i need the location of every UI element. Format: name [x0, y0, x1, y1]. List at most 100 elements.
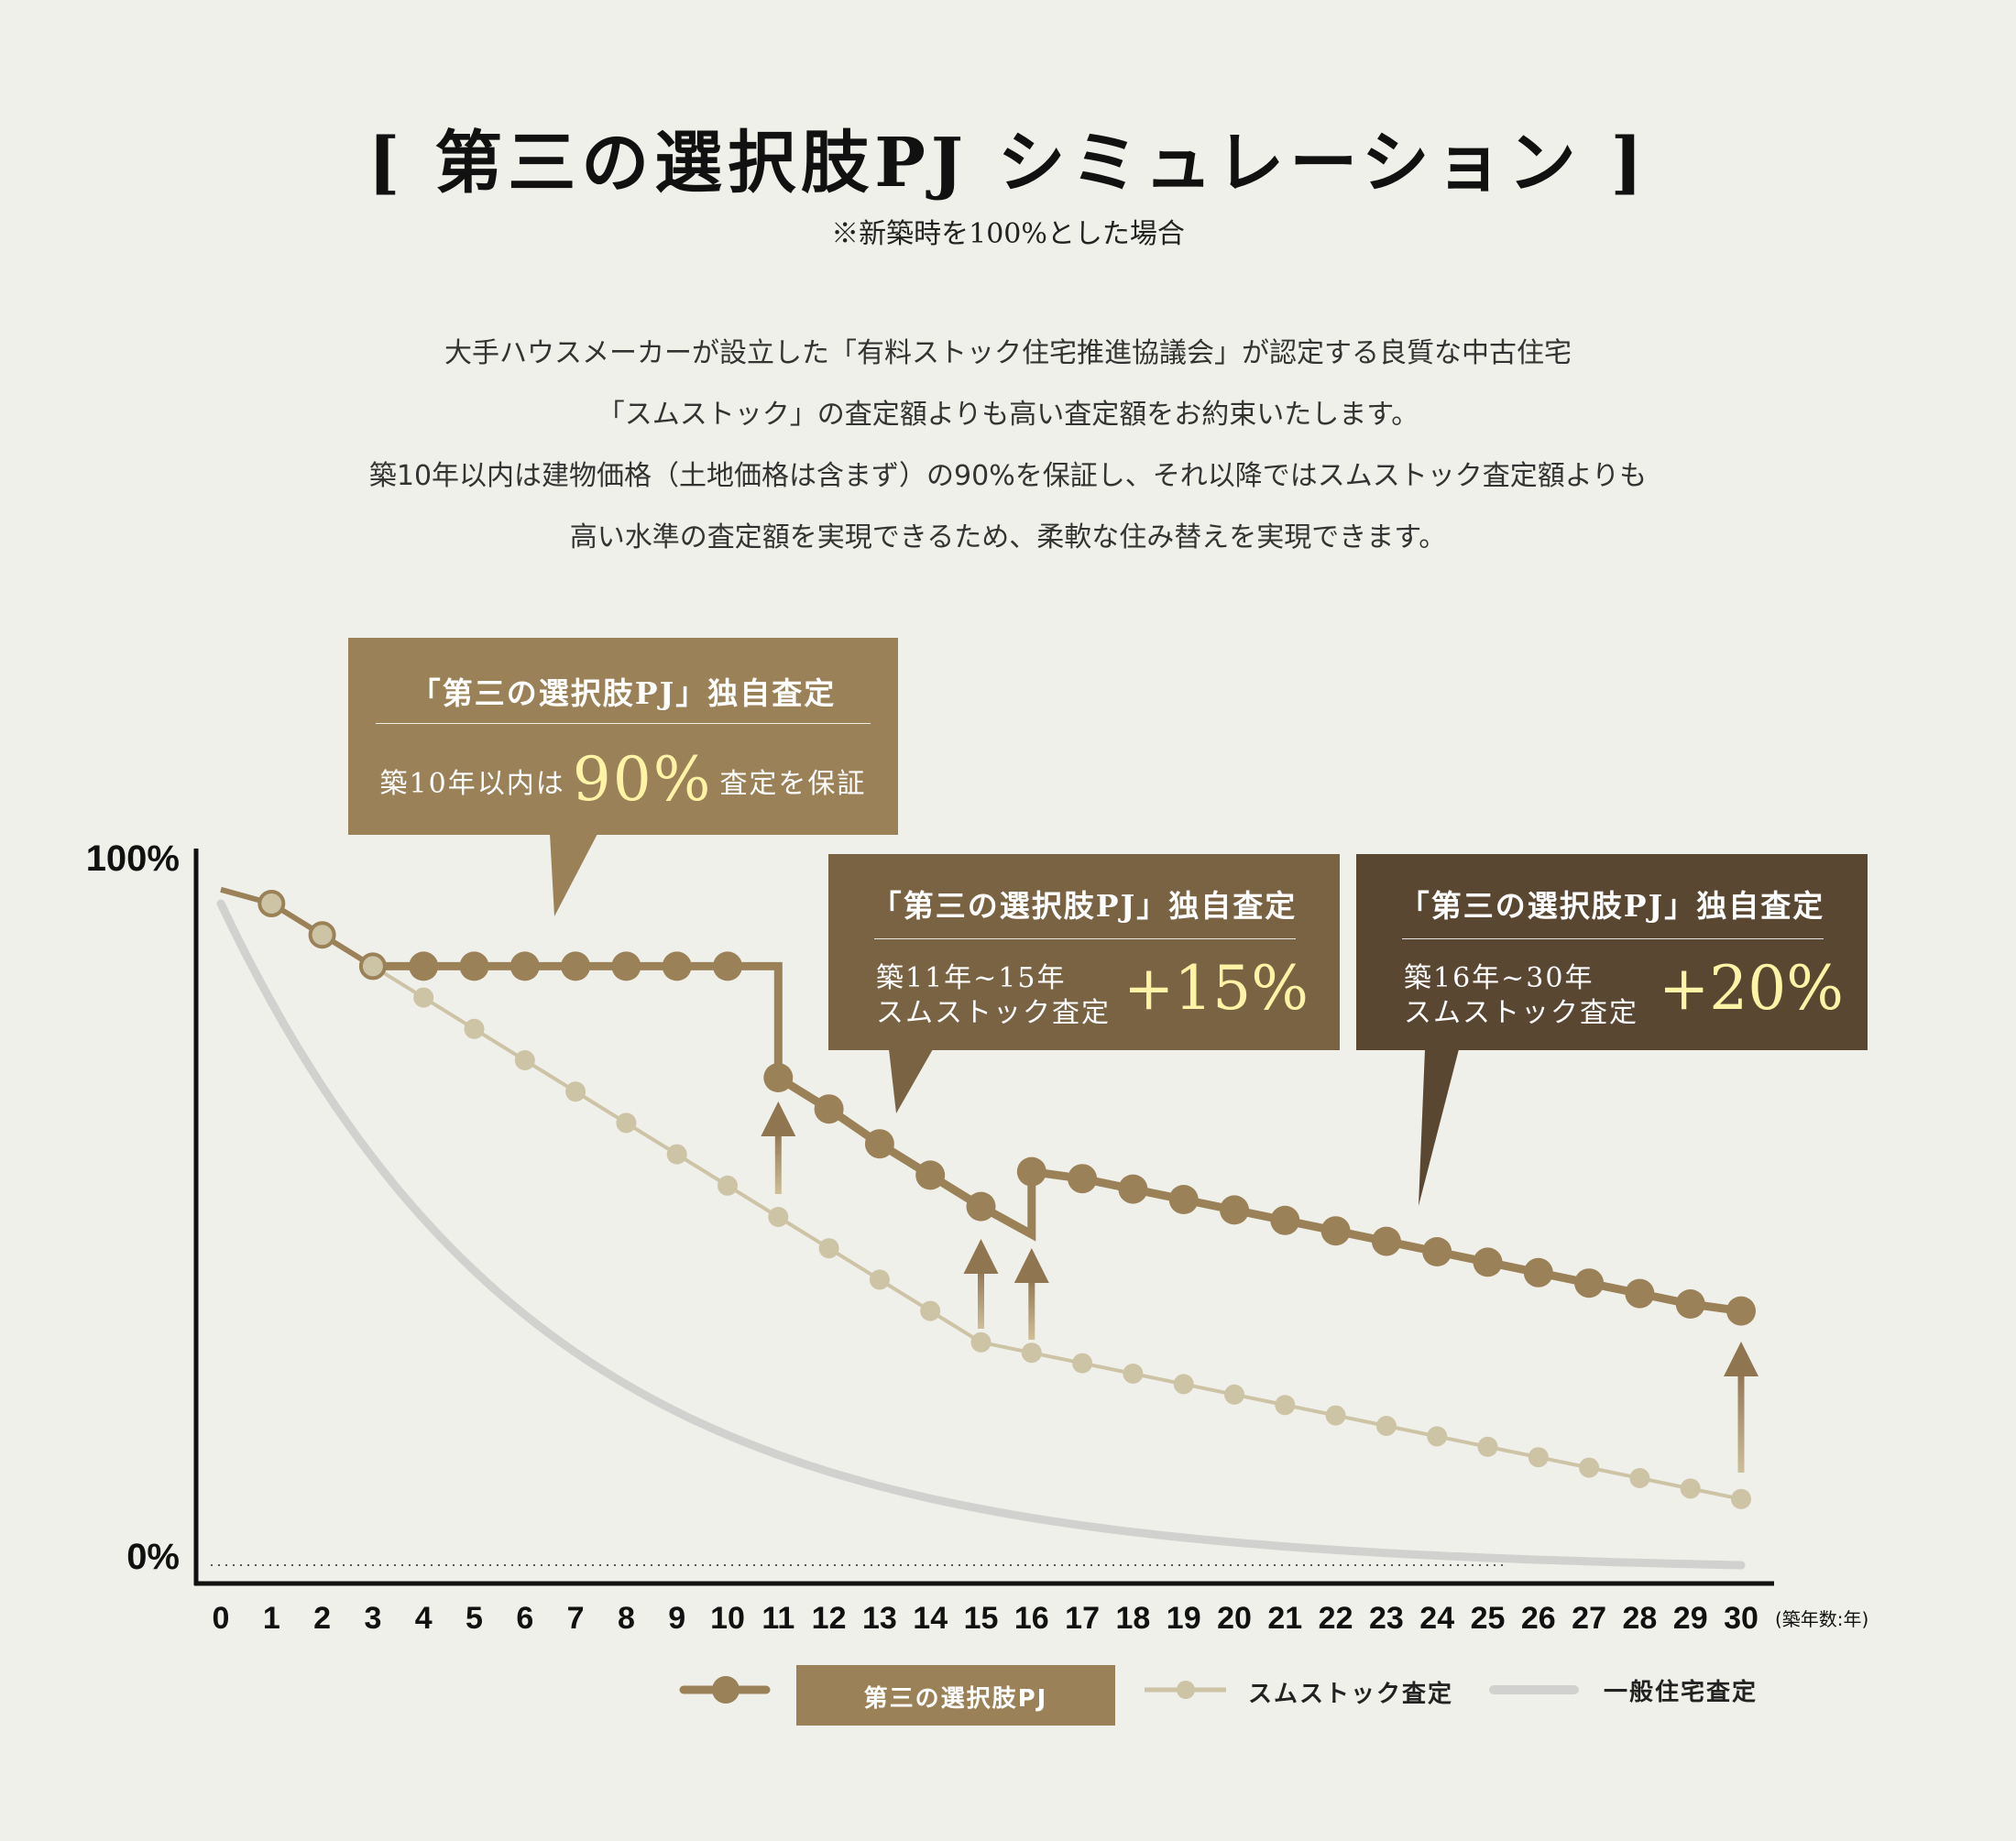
callout-title: 「第三の選択肢PJ」独自査定 — [410, 675, 837, 711]
x-tick-label: 29 — [1673, 1601, 1708, 1636]
series-smstock-point — [1629, 1468, 1650, 1488]
callout-3-tail — [1419, 1049, 1459, 1206]
series-smstock-point — [413, 987, 434, 1008]
arrow-year-15-head — [963, 1239, 999, 1274]
arrow-year-11-head — [761, 1101, 796, 1136]
legend: 第三の選択肢PJ スムストック査定 一般住宅査定 — [679, 1665, 1758, 1726]
callout-line1: 築11年~15年 — [876, 962, 1067, 994]
arrow-year-30-head — [1724, 1342, 1759, 1376]
series-pj-point — [1625, 1278, 1655, 1309]
callout-highlight: 90% — [572, 744, 713, 815]
series-pj-point — [713, 951, 742, 981]
page-title: [ 第三の選択肢PJ シミュレーション ] — [367, 124, 1649, 203]
series-pj-point — [864, 1129, 894, 1159]
series-pj-point — [763, 1063, 794, 1092]
arrow-year-11-shaft — [774, 1131, 782, 1194]
x-tick-label: 12 — [812, 1601, 847, 1636]
series-smstock-point — [818, 1238, 839, 1259]
x-tick-label: 19 — [1167, 1601, 1201, 1636]
x-tick-label: 15 — [964, 1601, 999, 1636]
x-tick-label: 5 — [466, 1601, 483, 1636]
x-tick-label: 0 — [213, 1601, 230, 1636]
series-pj-point — [1016, 1156, 1046, 1187]
series-pj-point — [1270, 1205, 1300, 1235]
series-smstock-point — [869, 1269, 890, 1290]
series-smstock-point — [718, 1175, 738, 1196]
series-smstock-point — [1477, 1436, 1498, 1457]
series-pj-point — [1118, 1174, 1148, 1204]
x-tick-label: 7 — [567, 1601, 585, 1636]
x-tick-label: 6 — [516, 1601, 533, 1636]
series-smstock-point — [1680, 1478, 1701, 1499]
callout-highlight: +15% — [1123, 953, 1309, 1024]
legend-smstock-label: スムストック査定 — [1248, 1680, 1453, 1708]
series-pj-point — [814, 1094, 844, 1124]
series-pj-point — [966, 1191, 996, 1222]
series-smstock-point — [666, 1144, 687, 1165]
series-smstock-point — [1325, 1405, 1346, 1426]
arrow-year-16-head — [1013, 1248, 1049, 1283]
callout-1-tail — [550, 834, 597, 916]
x-tick-label: 28 — [1622, 1601, 1657, 1636]
x-tick-label: 22 — [1319, 1601, 1353, 1636]
series-smstock-point — [1275, 1395, 1296, 1416]
series-pj-point — [308, 921, 336, 949]
callout-line2: スムストック査定 — [876, 997, 1111, 1029]
callout-divider — [376, 723, 871, 724]
series-pj-point — [611, 951, 641, 981]
series-smstock-point — [970, 1331, 992, 1353]
y-tick-100: 100% — [86, 838, 180, 879]
series-pj-point — [358, 952, 387, 981]
series-smstock-point — [1173, 1374, 1194, 1395]
series-pj-point — [257, 890, 286, 917]
series-pj-point — [915, 1160, 946, 1190]
series-pj-point — [1168, 1185, 1199, 1214]
description-line: 「スムストック」の査定額よりも高い査定額をお約束いたします。 — [597, 399, 1419, 431]
series-pj-point — [1371, 1226, 1401, 1256]
legend-smstock-marker — [1177, 1681, 1195, 1699]
legend-pj-label: 第三の選択肢PJ — [864, 1684, 1048, 1713]
series-pj-point — [1422, 1237, 1452, 1266]
series-pj-point — [409, 951, 439, 981]
series-smstock-point — [1224, 1384, 1244, 1405]
series-pj-line-early — [220, 886, 375, 969]
callout-suffix: 査定を保証 — [719, 768, 867, 800]
callout-2-tail — [889, 1049, 933, 1113]
series-smstock-point — [1123, 1364, 1144, 1384]
page-subtitle: ※新築時を100%とした場合 — [831, 218, 1185, 250]
callout-prefix: 築10年以内は — [379, 768, 565, 800]
series-smstock-point — [616, 1112, 637, 1134]
x-tick-label: 18 — [1115, 1601, 1150, 1636]
legend-general-label: 一般住宅査定 — [1604, 1678, 1758, 1706]
arrow-year-16-shaft — [1028, 1277, 1035, 1340]
series-pj-point — [509, 951, 540, 981]
series-smstock-point — [1579, 1457, 1600, 1478]
series-pj-point — [1523, 1257, 1553, 1288]
x-tick-label: 9 — [668, 1601, 685, 1636]
series-smstock-point — [1528, 1447, 1549, 1468]
series-smstock-point — [464, 1018, 485, 1039]
callout-line1: 築16年~30年 — [1404, 962, 1594, 994]
series-smstock-point — [514, 1050, 535, 1070]
series-pj-point — [1726, 1296, 1756, 1326]
series-smstock-point — [1021, 1342, 1042, 1364]
callout-divider — [1402, 938, 1824, 939]
callout-highlight: +20% — [1659, 953, 1844, 1024]
x-tick-label: 1 — [263, 1601, 280, 1636]
callout-body: 築10年以内は 90% 査定を保証 — [348, 744, 898, 815]
series-pj-point — [1675, 1289, 1705, 1319]
callout-title: 「第三の選択肢PJ」独自査定 — [871, 888, 1298, 924]
series-smstock-point — [1072, 1353, 1093, 1374]
series-general-line — [216, 899, 1746, 1570]
x-tick-label: 11 — [761, 1601, 794, 1636]
series-pj-point — [1574, 1268, 1605, 1299]
series-pj-point — [1473, 1247, 1503, 1277]
series-smstock-point — [1731, 1488, 1751, 1509]
x-tick-label: 21 — [1267, 1601, 1302, 1636]
x-tick-label: 3 — [364, 1601, 381, 1636]
x-tick-label: 24 — [1419, 1601, 1454, 1636]
series-smstock-point — [1375, 1416, 1397, 1436]
y-tick-0: 0% — [126, 1537, 180, 1577]
x-tick-label: 2 — [313, 1601, 331, 1636]
